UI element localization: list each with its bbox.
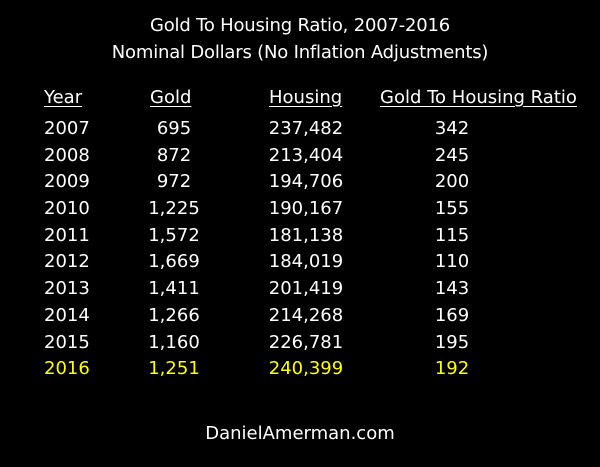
cell-housing: 201,419: [268, 278, 344, 300]
cell-ratio: 342: [434, 118, 470, 139]
cell-ratio: 110: [434, 251, 470, 273]
cell-year: 2015: [44, 331, 90, 353]
cell-gold: 872: [156, 144, 192, 166]
cell-gold: 1,225: [148, 198, 200, 220]
cell-ratio: 169: [434, 304, 470, 326]
cell-housing: 226,781: [268, 331, 344, 353]
cell-year: 2010: [44, 198, 90, 220]
cell-housing: 194,706: [268, 171, 344, 193]
cell-ratio: 195: [434, 331, 470, 353]
data-table-body: 2007 695 237,482 342 2008 872 213,404 245 2009 97…: [0, 116, 600, 383]
table-row: 2012 1,669 184,019 110: [0, 249, 600, 276]
cell-housing: 240,399: [268, 358, 344, 380]
cell-gold: 1,266: [148, 304, 200, 326]
cell-housing: 181,138: [268, 224, 344, 246]
table-row: 2007 695 237,482 342: [0, 116, 600, 143]
chart-subtitle: Nominal Dollars (No Inflation Adjustment…: [111, 42, 489, 63]
cell-year: 2012: [44, 251, 90, 273]
cell-ratio: 115: [434, 224, 470, 246]
cell-gold: 1,411: [148, 278, 200, 300]
cell-gold: 1,572: [148, 224, 200, 246]
footer-credit: DanielAmerman.com: [205, 423, 395, 444]
cell-housing: 237,482: [268, 118, 344, 139]
cell-ratio: 192: [434, 358, 470, 380]
table-row: 2013 1,411 201,419 143: [0, 276, 600, 303]
cell-housing: 213,404: [268, 144, 344, 166]
column-header-gold: Gold: [150, 87, 192, 108]
table-row: 2014 1,266 214,268 169: [0, 303, 600, 330]
cell-gold: 972: [156, 171, 192, 193]
table-row: 2008 872 213,404 245: [0, 143, 600, 170]
table-row: 2011 1,572 181,138 115: [0, 223, 600, 250]
cell-ratio: 155: [434, 198, 470, 220]
cell-housing: 190,167: [268, 198, 344, 220]
cell-year: 2013: [44, 278, 90, 300]
cell-year: 2011: [44, 224, 90, 246]
table-row: 2016 1,251 240,399 192: [0, 356, 600, 383]
cell-year: 2007: [44, 118, 90, 139]
chart-title: Gold To Housing Ratio, 2007-2016: [149, 15, 451, 36]
cell-ratio: 143: [434, 278, 470, 300]
cell-ratio: 245: [434, 144, 470, 166]
column-header-year: Year: [44, 87, 83, 108]
cell-housing: 214,268: [268, 304, 344, 326]
cell-year: 2016: [44, 358, 90, 380]
table-row: 2009 972 194,706 200: [0, 169, 600, 196]
cell-ratio: 200: [434, 171, 470, 193]
column-header-ratio: Gold To Housing Ratio: [380, 87, 577, 108]
cell-year: 2009: [44, 171, 90, 193]
cell-gold: 1,160: [148, 331, 200, 353]
cell-gold: 695: [156, 118, 192, 139]
cell-gold: 1,251: [148, 358, 200, 380]
table-row: 2010 1,225 190,167 155: [0, 196, 600, 223]
cell-gold: 1,669: [148, 251, 200, 273]
cell-year: 2014: [44, 304, 90, 326]
column-header-housing: Housing: [269, 87, 343, 108]
cell-housing: 184,019: [268, 251, 344, 273]
table-row: 2015 1,160 226,781 195: [0, 330, 600, 357]
cell-year: 2008: [44, 144, 90, 166]
